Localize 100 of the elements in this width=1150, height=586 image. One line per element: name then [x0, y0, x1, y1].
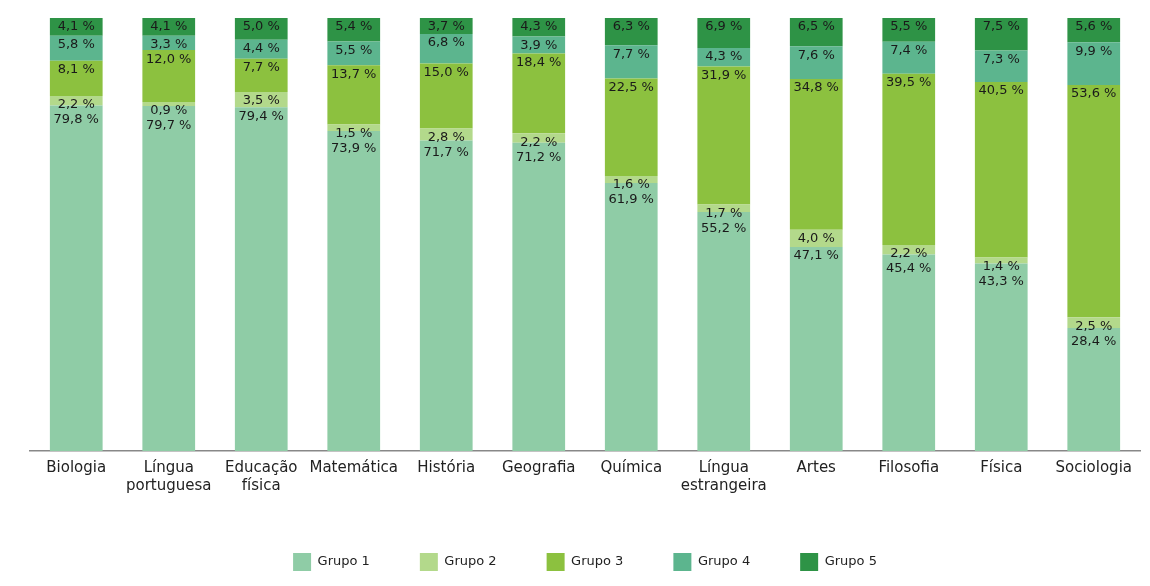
data-label: 13,7 % [331, 65, 377, 81]
data-label: 79,8 % [53, 111, 99, 127]
data-label: 28,4 % [1071, 332, 1117, 348]
data-label: 3,5 % [242, 92, 280, 108]
data-label: 8,1 % [57, 61, 95, 77]
x-tick-label: Matemática [309, 457, 399, 476]
x-tick-label: Língua estrangeira [680, 457, 767, 494]
data-label: 4,1 % [150, 18, 188, 34]
data-label: 71,2 % [516, 148, 562, 164]
data-label: 1,5 % [335, 124, 373, 140]
bar [234, 107, 288, 451]
x-tick-label: Química [600, 457, 663, 476]
data-label: 4,0 % [797, 230, 835, 246]
data-label: 5,5 % [890, 18, 928, 34]
bar [142, 102, 196, 106]
data-label: 4,3 % [520, 18, 558, 34]
bar [882, 41, 936, 74]
bar [697, 66, 751, 205]
data-label: 73,9 % [331, 139, 377, 155]
x-tick-label: Geografia [501, 457, 576, 476]
bar [234, 58, 288, 93]
data-label: 53,6 % [1071, 85, 1117, 101]
legend-label: Grupo 5 [824, 553, 877, 569]
legend-label: Grupo 4 [697, 553, 751, 569]
data-label: 45,4 % [886, 260, 932, 276]
data-label: 79,7 % [146, 117, 192, 133]
data-label: 43,3 % [978, 272, 1024, 288]
data-label: 7,6 % [797, 46, 835, 62]
bar [419, 63, 473, 129]
data-label: 71,7 % [423, 143, 469, 159]
data-label: 7,5 % [982, 18, 1020, 34]
legend-label: Grupo 3 [571, 553, 624, 569]
data-label: 79,4 % [238, 107, 284, 123]
bar [974, 263, 1028, 451]
data-label: 6,3 % [612, 18, 650, 34]
data-label: 0,9 % [150, 102, 188, 118]
data-label: 31,9 % [701, 66, 747, 82]
data-label: 4,4 % [242, 40, 280, 56]
data-label: 7,4 % [890, 42, 928, 58]
bar [604, 45, 658, 79]
bar [697, 18, 751, 48]
data-label: 4,3 % [705, 48, 743, 64]
bar [882, 73, 936, 245]
bar [1067, 42, 1121, 86]
data-label: 9,9 % [1075, 42, 1113, 58]
data-label: 5,4 % [335, 18, 373, 34]
data-label: 18,4 % [516, 53, 562, 69]
bar [1067, 85, 1121, 318]
data-label: 40,5 % [978, 82, 1024, 98]
data-label: 6,8 % [427, 34, 465, 50]
x-tick-label: Educação física [224, 457, 298, 494]
data-label: 6,9 % [705, 18, 743, 34]
legend-label: Grupo 1 [317, 553, 370, 569]
data-label: 5,8 % [57, 36, 95, 52]
data-label: 7,7 % [612, 45, 650, 61]
data-label: 3,3 % [150, 36, 188, 52]
data-label: 22,5 % [608, 79, 654, 94]
data-label: 2,2 % [890, 245, 928, 261]
bar [49, 60, 103, 96]
data-label: 3,7 % [427, 18, 465, 34]
x-tick-label: Física [980, 457, 1023, 476]
x-tick-label: Filosofia [878, 457, 940, 476]
data-label: 39,5 % [886, 74, 932, 90]
x-tick-label: Sociologia [1055, 457, 1133, 476]
data-label: 7,7 % [242, 59, 280, 75]
bar [142, 50, 196, 102]
data-label: 2,2 % [520, 133, 558, 149]
data-label: 55,2 % [701, 220, 747, 235]
data-label: 4,1 % [57, 18, 95, 34]
data-label: 3,9 % [520, 36, 558, 52]
data-label: 5,5 % [335, 41, 373, 57]
bar [974, 18, 1028, 51]
bar [419, 140, 473, 451]
data-label: 7,3 % [982, 50, 1020, 66]
data-label: 47,1 % [793, 247, 839, 263]
bar [974, 50, 1028, 83]
data-label: 15,0 % [423, 63, 469, 79]
data-label: 2,5 % [1075, 317, 1113, 333]
bar [789, 247, 843, 451]
data-label: 12,0 % [146, 51, 192, 67]
x-tick-label: História [417, 457, 476, 476]
data-label: 5,6 % [1075, 18, 1113, 34]
bar [142, 105, 196, 451]
data-label: 2,2 % [57, 96, 95, 112]
bar [789, 79, 843, 230]
bar [512, 53, 566, 134]
data-label: 34,8 % [793, 79, 839, 95]
x-tick-label: Biologia [46, 457, 107, 476]
bar [604, 78, 658, 177]
data-label: 1,7 % [705, 205, 743, 220]
data-label: 1,6 % [612, 176, 650, 192]
data-label: 2,8 % [427, 128, 465, 144]
data-label: 6,5 % [797, 18, 835, 34]
legend-label: Grupo 2 [444, 553, 497, 569]
x-tick-label: Artes [796, 457, 837, 476]
data-label: 5,0 % [242, 18, 280, 34]
bar [974, 82, 1028, 258]
bar [789, 46, 843, 80]
data-label: 1,4 % [982, 257, 1020, 273]
bar [327, 65, 381, 125]
